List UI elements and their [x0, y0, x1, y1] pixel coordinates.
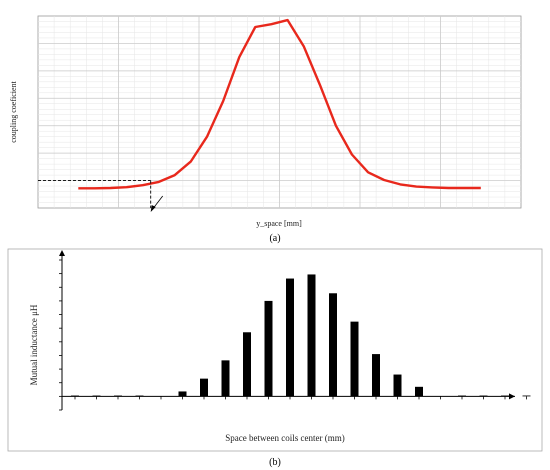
bar: [200, 378, 208, 397]
bar: [114, 395, 122, 397]
axes-b: [59, 250, 515, 410]
y-axis-label-b: Mutual inductance μH: [29, 304, 39, 385]
coupling-curve: [78, 18, 481, 190]
bar: [286, 278, 294, 397]
series-a: [78, 18, 481, 190]
bar: [393, 374, 402, 397]
bar: [479, 395, 488, 397]
y-axis-arrow: [59, 250, 65, 256]
x-axis-label-a: y_space [mm]: [256, 219, 302, 228]
annotation-arrowhead: [150, 205, 156, 212]
x-axis-label-b: Space between coils center (mm): [225, 433, 344, 443]
annotation-a: [38, 180, 164, 212]
coupling-coefficient-chart: coupling coeficient y_space [mm] (a): [9, 15, 522, 244]
bar: [243, 332, 251, 397]
bar: [458, 395, 466, 397]
bar: [221, 360, 230, 397]
y-ticks-b: [59, 259, 62, 411]
bars-b: [71, 274, 531, 397]
bar: [329, 293, 337, 397]
mutual-inductance-chart: Mutual inductance μH Space between coils…: [29, 250, 531, 443]
bar: [372, 354, 380, 397]
bar: [501, 395, 509, 397]
bar: [522, 395, 531, 397]
bar: [71, 395, 79, 397]
x-axis-arrow: [509, 393, 515, 400]
panel-b-frame: [7, 248, 543, 452]
y-axis-label-a: coupling coeficient: [9, 80, 18, 142]
bar: [92, 395, 101, 397]
bar: [350, 321, 359, 397]
bar: [135, 395, 144, 397]
bar: [415, 386, 423, 397]
bar: [178, 391, 187, 397]
caption-a: (a): [269, 233, 280, 244]
grid-a: [38, 16, 521, 208]
x-ticks-b: [74, 396, 527, 400]
bar: [264, 300, 273, 397]
bar: [307, 274, 316, 397]
caption-b: (b): [269, 457, 281, 468]
